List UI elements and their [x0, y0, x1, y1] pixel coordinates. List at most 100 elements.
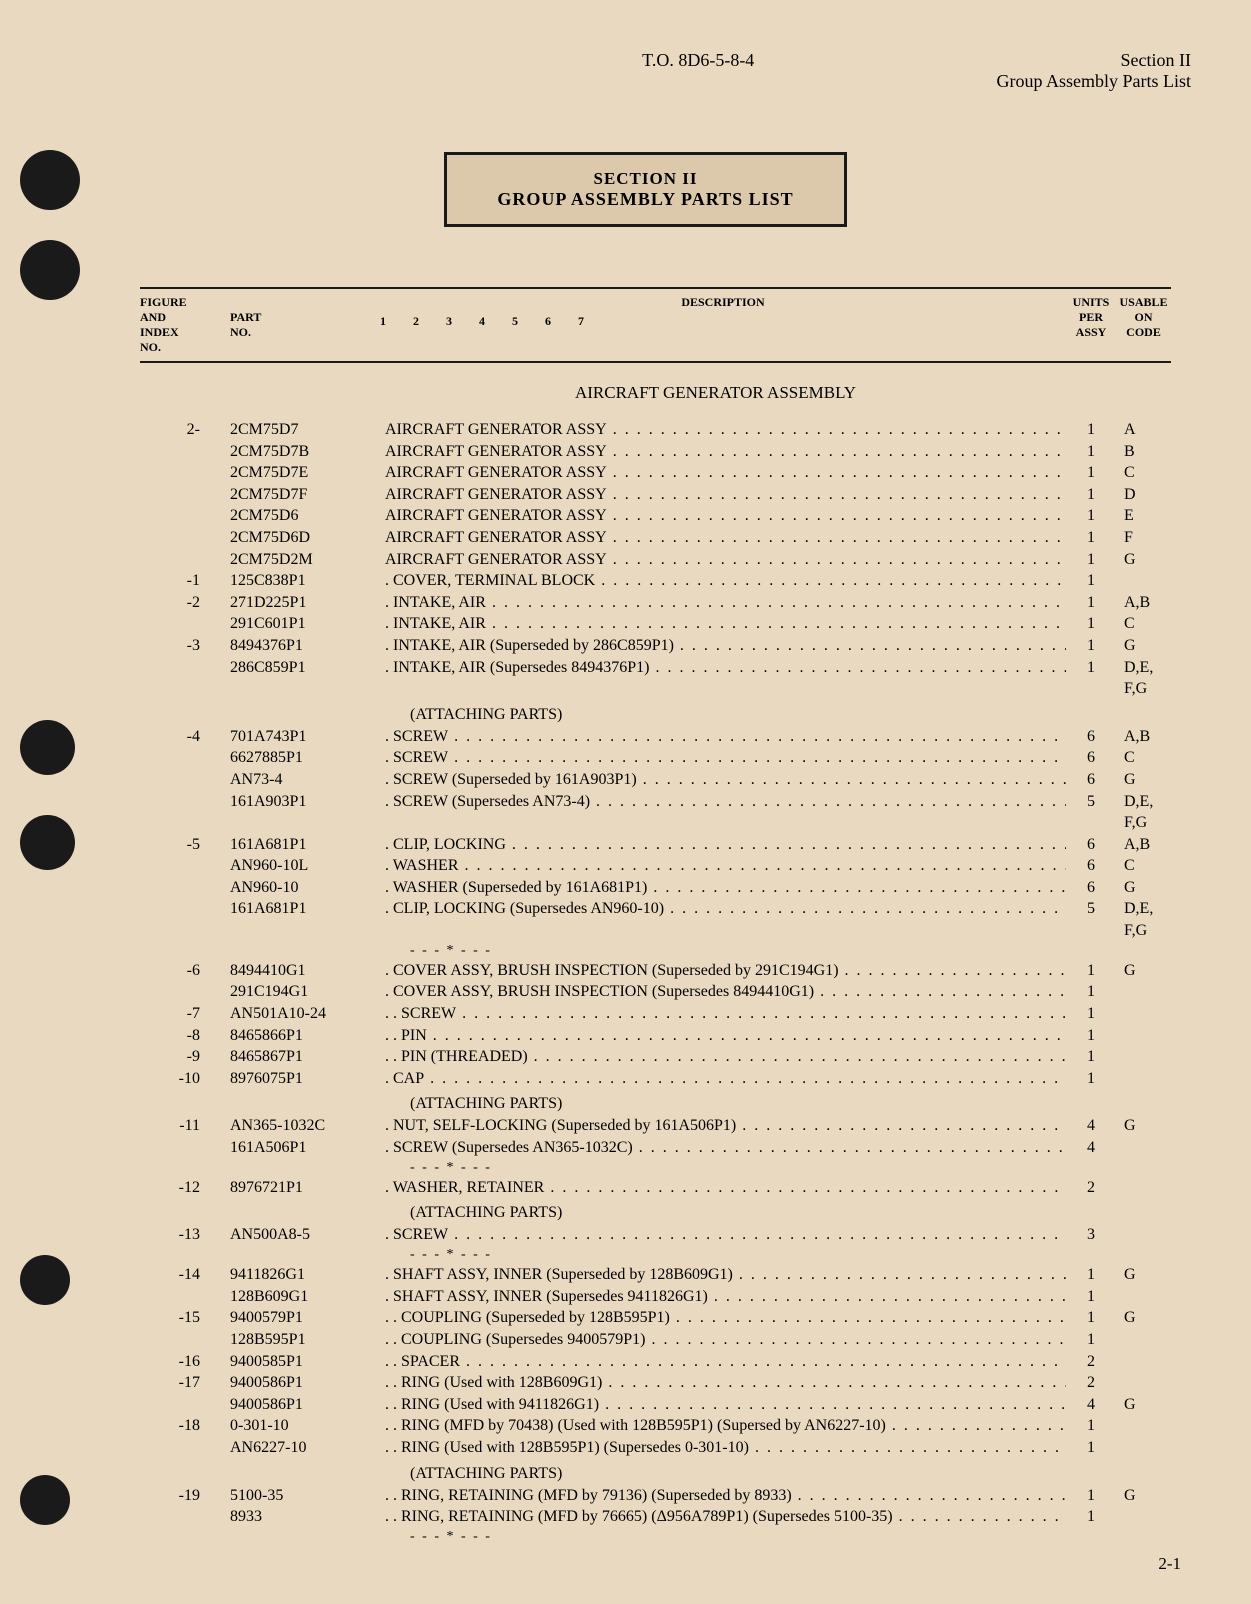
- col-usable-header: USABLEONCODE: [1116, 295, 1171, 355]
- part-number: 161A506P1: [230, 1137, 385, 1159]
- section-label: Section II: [996, 50, 1191, 71]
- usable-on-code: [1116, 981, 1171, 1003]
- part-number: 5100-35: [230, 1485, 385, 1507]
- table-row: -88465866P1. . PIN1: [140, 1025, 1171, 1047]
- part-number: 291C601P1: [230, 613, 385, 635]
- part-number: 8494410G1: [230, 960, 385, 982]
- title-box: SECTION II GROUP ASSEMBLY PARTS LIST: [444, 152, 846, 227]
- part-number: AN73-4: [230, 769, 385, 791]
- usable-on-code: G: [1116, 960, 1171, 982]
- title-line1: SECTION II: [497, 169, 793, 189]
- part-number: 0-301-10: [230, 1415, 385, 1437]
- usable-on-code: [1116, 1372, 1171, 1394]
- usable-on-code: G: [1116, 769, 1171, 791]
- figure-index: -6: [140, 960, 230, 982]
- table-row: 2CM75D2MAIRCRAFT GENERATOR ASSY1G: [140, 549, 1171, 571]
- part-number: 271D225P1: [230, 592, 385, 614]
- usable-on-code: F,G: [1116, 678, 1171, 700]
- part-number: 161A681P1: [230, 834, 385, 856]
- part-number: 9400586P1: [230, 1394, 385, 1416]
- description: AIRCRAFT GENERATOR ASSY: [385, 441, 1066, 463]
- units-per-assy: 1: [1066, 484, 1116, 506]
- description: . . RING, RETAINING (MFD by 76665) (Δ956…: [385, 1506, 1066, 1528]
- description: . . SPACER: [385, 1351, 1066, 1373]
- punch-hole: [20, 1475, 70, 1525]
- units-per-assy: 4: [1066, 1115, 1116, 1137]
- page-header: T.O. 8D6-5-8-4 Section II Group Assembly…: [100, 40, 1191, 92]
- units-per-assy: 1: [1066, 505, 1116, 527]
- figure-index: -11: [140, 1115, 230, 1137]
- units-per-assy: [1066, 920, 1116, 942]
- description: [385, 678, 1066, 700]
- usable-on-code: [1116, 1137, 1171, 1159]
- description: . SHAFT ASSY, INNER (Supersedes 9411826G…: [385, 1286, 1066, 1308]
- usable-on-code: A,B: [1116, 834, 1171, 856]
- units-per-assy: 1: [1066, 570, 1116, 592]
- part-number: 9411826G1: [230, 1264, 385, 1286]
- description: . COVER, TERMINAL BLOCK: [385, 570, 1066, 592]
- table-row: -2271D225P1. INTAKE, AIR1A,B: [140, 592, 1171, 614]
- units-per-assy: 1: [1066, 657, 1116, 679]
- usable-on-code: G: [1116, 1485, 1171, 1507]
- description: . . RING (Used with 128B595P1) (Supersed…: [385, 1437, 1066, 1459]
- table-row: 161A903P1. SCREW (Supersedes AN73-4)5D,E…: [140, 791, 1171, 813]
- units-per-assy: 6: [1066, 877, 1116, 899]
- figure-index: 2-: [140, 419, 230, 441]
- table-row: F,G: [140, 678, 1171, 700]
- description: . CLIP, LOCKING (Supersedes AN960-10): [385, 898, 1066, 920]
- units-per-assy: 1: [1066, 592, 1116, 614]
- figure-index: [140, 1394, 230, 1416]
- part-number: 9400586P1: [230, 1372, 385, 1394]
- figure-index: -2: [140, 592, 230, 614]
- usable-on-code: G: [1116, 549, 1171, 571]
- description: . NUT, SELF-LOCKING (Superseded by 161A5…: [385, 1115, 1066, 1137]
- usable-on-code: A,B: [1116, 726, 1171, 748]
- description: . INTAKE, AIR: [385, 592, 1066, 614]
- description: . WASHER, RETAINER: [385, 1177, 1066, 1199]
- usable-on-code: G: [1116, 635, 1171, 657]
- units-per-assy: 4: [1066, 1137, 1116, 1159]
- figure-index: [140, 855, 230, 877]
- table-row: -149411826G1. SHAFT ASSY, INNER (Superse…: [140, 1264, 1171, 1286]
- separator: - - - * - - -: [410, 1159, 1171, 1177]
- usable-on-code: G: [1116, 1394, 1171, 1416]
- table-row: -195100-35. . RING, RETAINING (MFD by 79…: [140, 1485, 1171, 1507]
- units-per-assy: 2: [1066, 1177, 1116, 1199]
- figure-index: -9: [140, 1046, 230, 1068]
- figure-index: [140, 1329, 230, 1351]
- part-number: 8465867P1: [230, 1046, 385, 1068]
- part-number: 8976721P1: [230, 1177, 385, 1199]
- table-row: 128B595P1. . COUPLING (Supersedes 940057…: [140, 1329, 1171, 1351]
- assembly-title: AIRCRAFT GENERATOR ASSEMBLY: [260, 383, 1171, 403]
- table-row: 2CM75D7FAIRCRAFT GENERATOR ASSY1D: [140, 484, 1171, 506]
- usable-on-code: A: [1116, 419, 1171, 441]
- usable-on-code: G: [1116, 1264, 1171, 1286]
- usable-on-code: [1116, 1224, 1171, 1246]
- figure-index: -5: [140, 834, 230, 856]
- part-number: [230, 920, 385, 942]
- description: . . COUPLING (Supersedes 9400579P1): [385, 1329, 1066, 1351]
- figure-index: [140, 769, 230, 791]
- usable-on-code: F,G: [1116, 920, 1171, 942]
- description: AIRCRAFT GENERATOR ASSY: [385, 462, 1066, 484]
- figure-index: [140, 678, 230, 700]
- part-number: [230, 678, 385, 700]
- table-row: 2CM75D6AIRCRAFT GENERATOR ASSY1E: [140, 505, 1171, 527]
- description: . INTAKE, AIR (Superseded by 286C859P1): [385, 635, 1066, 657]
- description: . COVER ASSY, BRUSH INSPECTION (Supersed…: [385, 960, 1066, 982]
- units-per-assy: 5: [1066, 791, 1116, 813]
- usable-on-code: [1116, 1177, 1171, 1199]
- table-row: -169400585P1. . SPACER2: [140, 1351, 1171, 1373]
- figure-index: -18: [140, 1415, 230, 1437]
- part-number: 8976075P1: [230, 1068, 385, 1090]
- units-per-assy: 1: [1066, 462, 1116, 484]
- part-number: 6627885P1: [230, 747, 385, 769]
- description: . INTAKE, AIR (Supersedes 8494376P1): [385, 657, 1066, 679]
- usable-on-code: C: [1116, 747, 1171, 769]
- table-row: 286C859P1. INTAKE, AIR (Supersedes 84943…: [140, 657, 1171, 679]
- table-row: F,G: [140, 920, 1171, 942]
- description: AIRCRAFT GENERATOR ASSY: [385, 419, 1066, 441]
- punch-hole: [20, 240, 80, 300]
- punch-hole: [20, 1255, 70, 1305]
- part-number: 2CM75D7: [230, 419, 385, 441]
